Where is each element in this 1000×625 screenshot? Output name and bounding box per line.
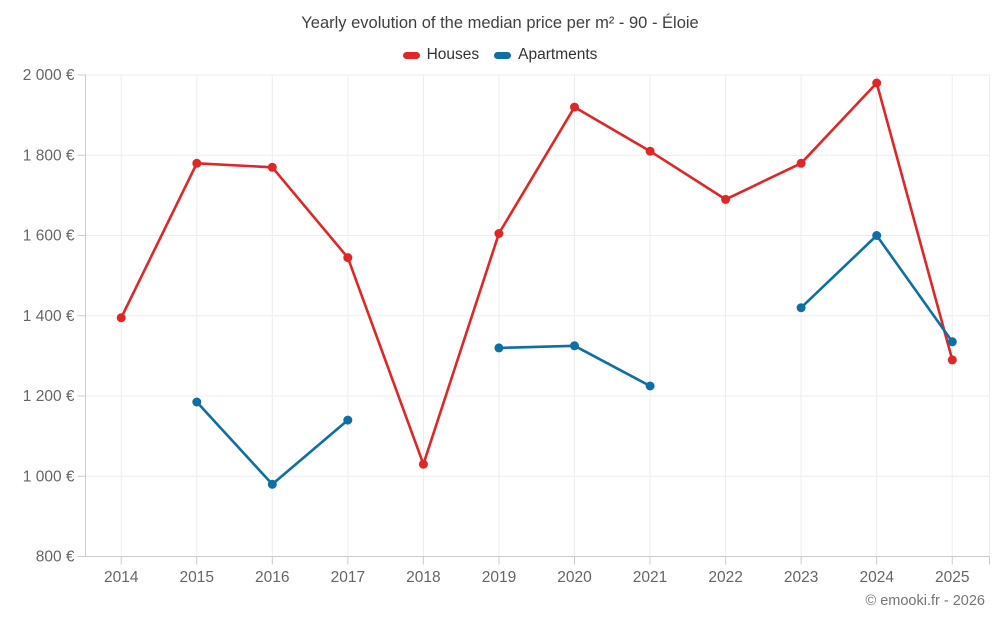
series-line-houses [119,81,954,466]
apartments-series-marker-icon [494,51,512,59]
legend-item-houses[interactable]: Houses [402,46,480,64]
legend-label-apartments: Apartments [518,46,598,63]
data-point-houses-2022[interactable] [721,194,731,204]
chart-title: Yearly evolution of the median price per… [301,14,699,32]
x-axis-label: 2016 [255,569,289,586]
y-axis-label: 1 800 € [23,147,75,164]
data-point-houses-2014[interactable] [116,313,126,323]
y-axis-label: 1 000 € [23,468,75,485]
x-axis-label: 2025 [935,569,969,586]
x-axis-label: 2018 [406,569,440,586]
data-point-houses-2023[interactable] [796,158,806,168]
data-point-houses-2020[interactable] [570,102,579,112]
copyright-credit: © emooki.fr - 2026 [865,593,985,609]
x-axis-label: 2021 [633,569,667,586]
data-point-houses-2018[interactable] [418,459,428,469]
y-axis-label: 1 200 € [23,388,75,405]
data-point-houses-2025[interactable] [947,355,957,365]
y-axis-label: 2 000 € [23,67,75,84]
data-point-apartments-2017[interactable] [343,415,353,425]
houses-series-marker-icon [402,51,420,59]
x-axis-label: 2020 [557,569,592,586]
legend-label-houses: Houses [426,46,480,63]
y-axis-label: 800 € [36,549,75,566]
x-axis-label: 2017 [331,569,365,586]
x-axis-label: 2023 [784,569,818,586]
x-axis-label: 2024 [859,569,894,586]
data-point-apartments-2021[interactable] [645,381,655,391]
data-point-apartments-2015[interactable] [192,397,202,407]
data-point-apartments-2019[interactable] [494,343,504,353]
data-point-apartments-2016[interactable] [267,479,277,489]
data-point-houses-2016[interactable] [267,162,277,172]
data-point-houses-2017[interactable] [343,253,353,263]
data-point-houses-2021[interactable] [645,146,655,156]
x-axis-label: 2022 [708,569,742,586]
data-point-apartments-2023[interactable] [796,303,806,313]
data-point-houses-2019[interactable] [494,229,504,238]
data-point-apartments-2025[interactable] [947,337,957,347]
legend-item-apartments[interactable]: Apartments [494,46,597,64]
x-axis-label: 2019 [482,569,516,586]
x-axis-label: 2015 [180,569,214,586]
data-point-apartments-2024[interactable] [872,231,882,240]
x-axis-label: 2014 [104,569,139,586]
data-point-houses-2024[interactable] [872,78,882,88]
y-axis-label: 1 600 € [23,228,75,245]
data-point-houses-2015[interactable] [192,158,202,168]
legend: Houses Apartments [0,46,1000,64]
data-point-apartments-2020[interactable] [570,341,579,351]
y-axis-label: 1 400 € [23,308,75,325]
